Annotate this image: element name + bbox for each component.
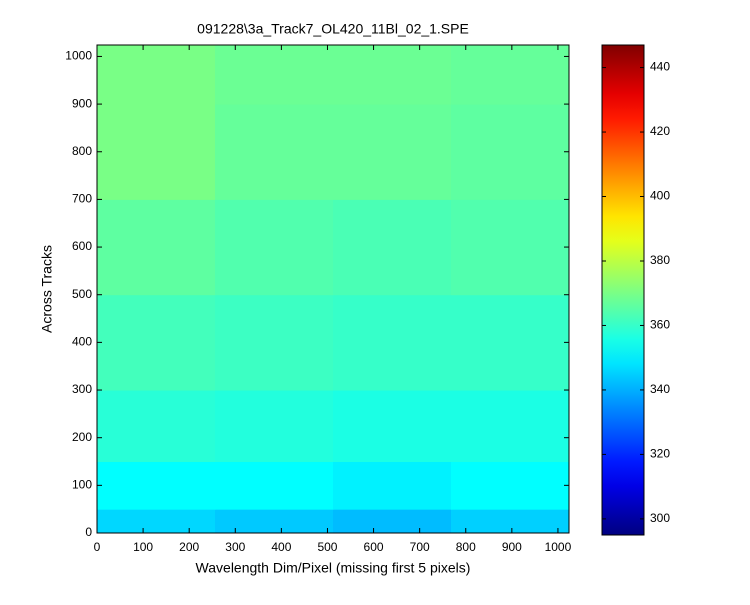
y-tick-label: 700 xyxy=(72,192,92,206)
chart-title: 091228\3a_Track7_OL420_11Bl_02_1.SPE xyxy=(197,21,469,37)
heat-cell xyxy=(97,199,216,296)
colorbar-tick-label: 300 xyxy=(650,511,670,525)
x-axis-label: Wavelength Dim/Pixel (missing first 5 pi… xyxy=(196,560,471,576)
colorbar-tick-label: 400 xyxy=(650,189,670,203)
y-tick-label: 1000 xyxy=(65,49,92,63)
y-axis-label: Across Tracks xyxy=(39,245,55,333)
heat-cell xyxy=(215,294,334,391)
heat-cell xyxy=(333,509,452,534)
heat-cell xyxy=(451,294,570,391)
x-tick-label: 400 xyxy=(271,540,291,554)
x-tick-label: 100 xyxy=(133,540,153,554)
x-tick-label: 500 xyxy=(317,540,337,554)
heat-cell xyxy=(333,104,452,200)
x-tick-label: 200 xyxy=(179,540,199,554)
x-tick-label: 0 xyxy=(94,540,101,554)
y-tick-label: 0 xyxy=(85,525,92,539)
heat-cell xyxy=(215,45,334,105)
plot-frame xyxy=(96,44,570,534)
heat-cell xyxy=(451,199,570,296)
heat-cell xyxy=(333,294,452,391)
heat-cell xyxy=(333,390,452,463)
y-tick-label: 500 xyxy=(72,287,92,301)
x-tick-label: 300 xyxy=(225,540,245,554)
heat-cell xyxy=(215,199,334,296)
heat-cell xyxy=(215,509,334,534)
heat-cell xyxy=(97,104,216,200)
y-tick-label: 800 xyxy=(72,144,92,158)
heat-cell xyxy=(451,390,570,463)
x-tick-label: 800 xyxy=(456,540,476,554)
heat-cell xyxy=(215,461,334,510)
heat-cell xyxy=(333,45,452,105)
x-tick-label: 700 xyxy=(410,540,430,554)
y-tick-label: 100 xyxy=(72,478,92,492)
y-tick-label: 900 xyxy=(72,96,92,110)
colorbar-tick-label: 420 xyxy=(650,124,670,138)
x-tick-label: 900 xyxy=(502,540,522,554)
colorbar-tick-label: 320 xyxy=(650,447,670,461)
colorbar-tick-label: 360 xyxy=(650,318,670,332)
colorbar xyxy=(601,44,645,536)
heat-cell xyxy=(97,294,216,391)
heat-cell xyxy=(97,390,216,463)
x-tick-label: 1000 xyxy=(545,540,572,554)
heat-cell xyxy=(215,390,334,463)
heat-cell xyxy=(451,461,570,510)
heat-cell xyxy=(451,509,570,534)
heatmap xyxy=(97,45,570,534)
heat-cell xyxy=(215,104,334,200)
heat-cell xyxy=(97,461,216,510)
y-tick-label: 400 xyxy=(72,335,92,349)
y-tick-label: 600 xyxy=(72,239,92,253)
heat-cell xyxy=(451,104,570,200)
colorbar-tick-label: 440 xyxy=(650,60,670,74)
heat-cell xyxy=(97,509,216,534)
heat-cell xyxy=(333,199,452,296)
colorbar-tick-label: 340 xyxy=(650,382,670,396)
heat-cell xyxy=(451,45,570,105)
heat-cell xyxy=(97,45,216,105)
y-tick-label: 300 xyxy=(72,382,92,396)
heat-cell xyxy=(333,461,452,510)
x-tick-label: 600 xyxy=(364,540,384,554)
colorbar-tick-label: 380 xyxy=(650,253,670,267)
y-tick-label: 200 xyxy=(72,430,92,444)
